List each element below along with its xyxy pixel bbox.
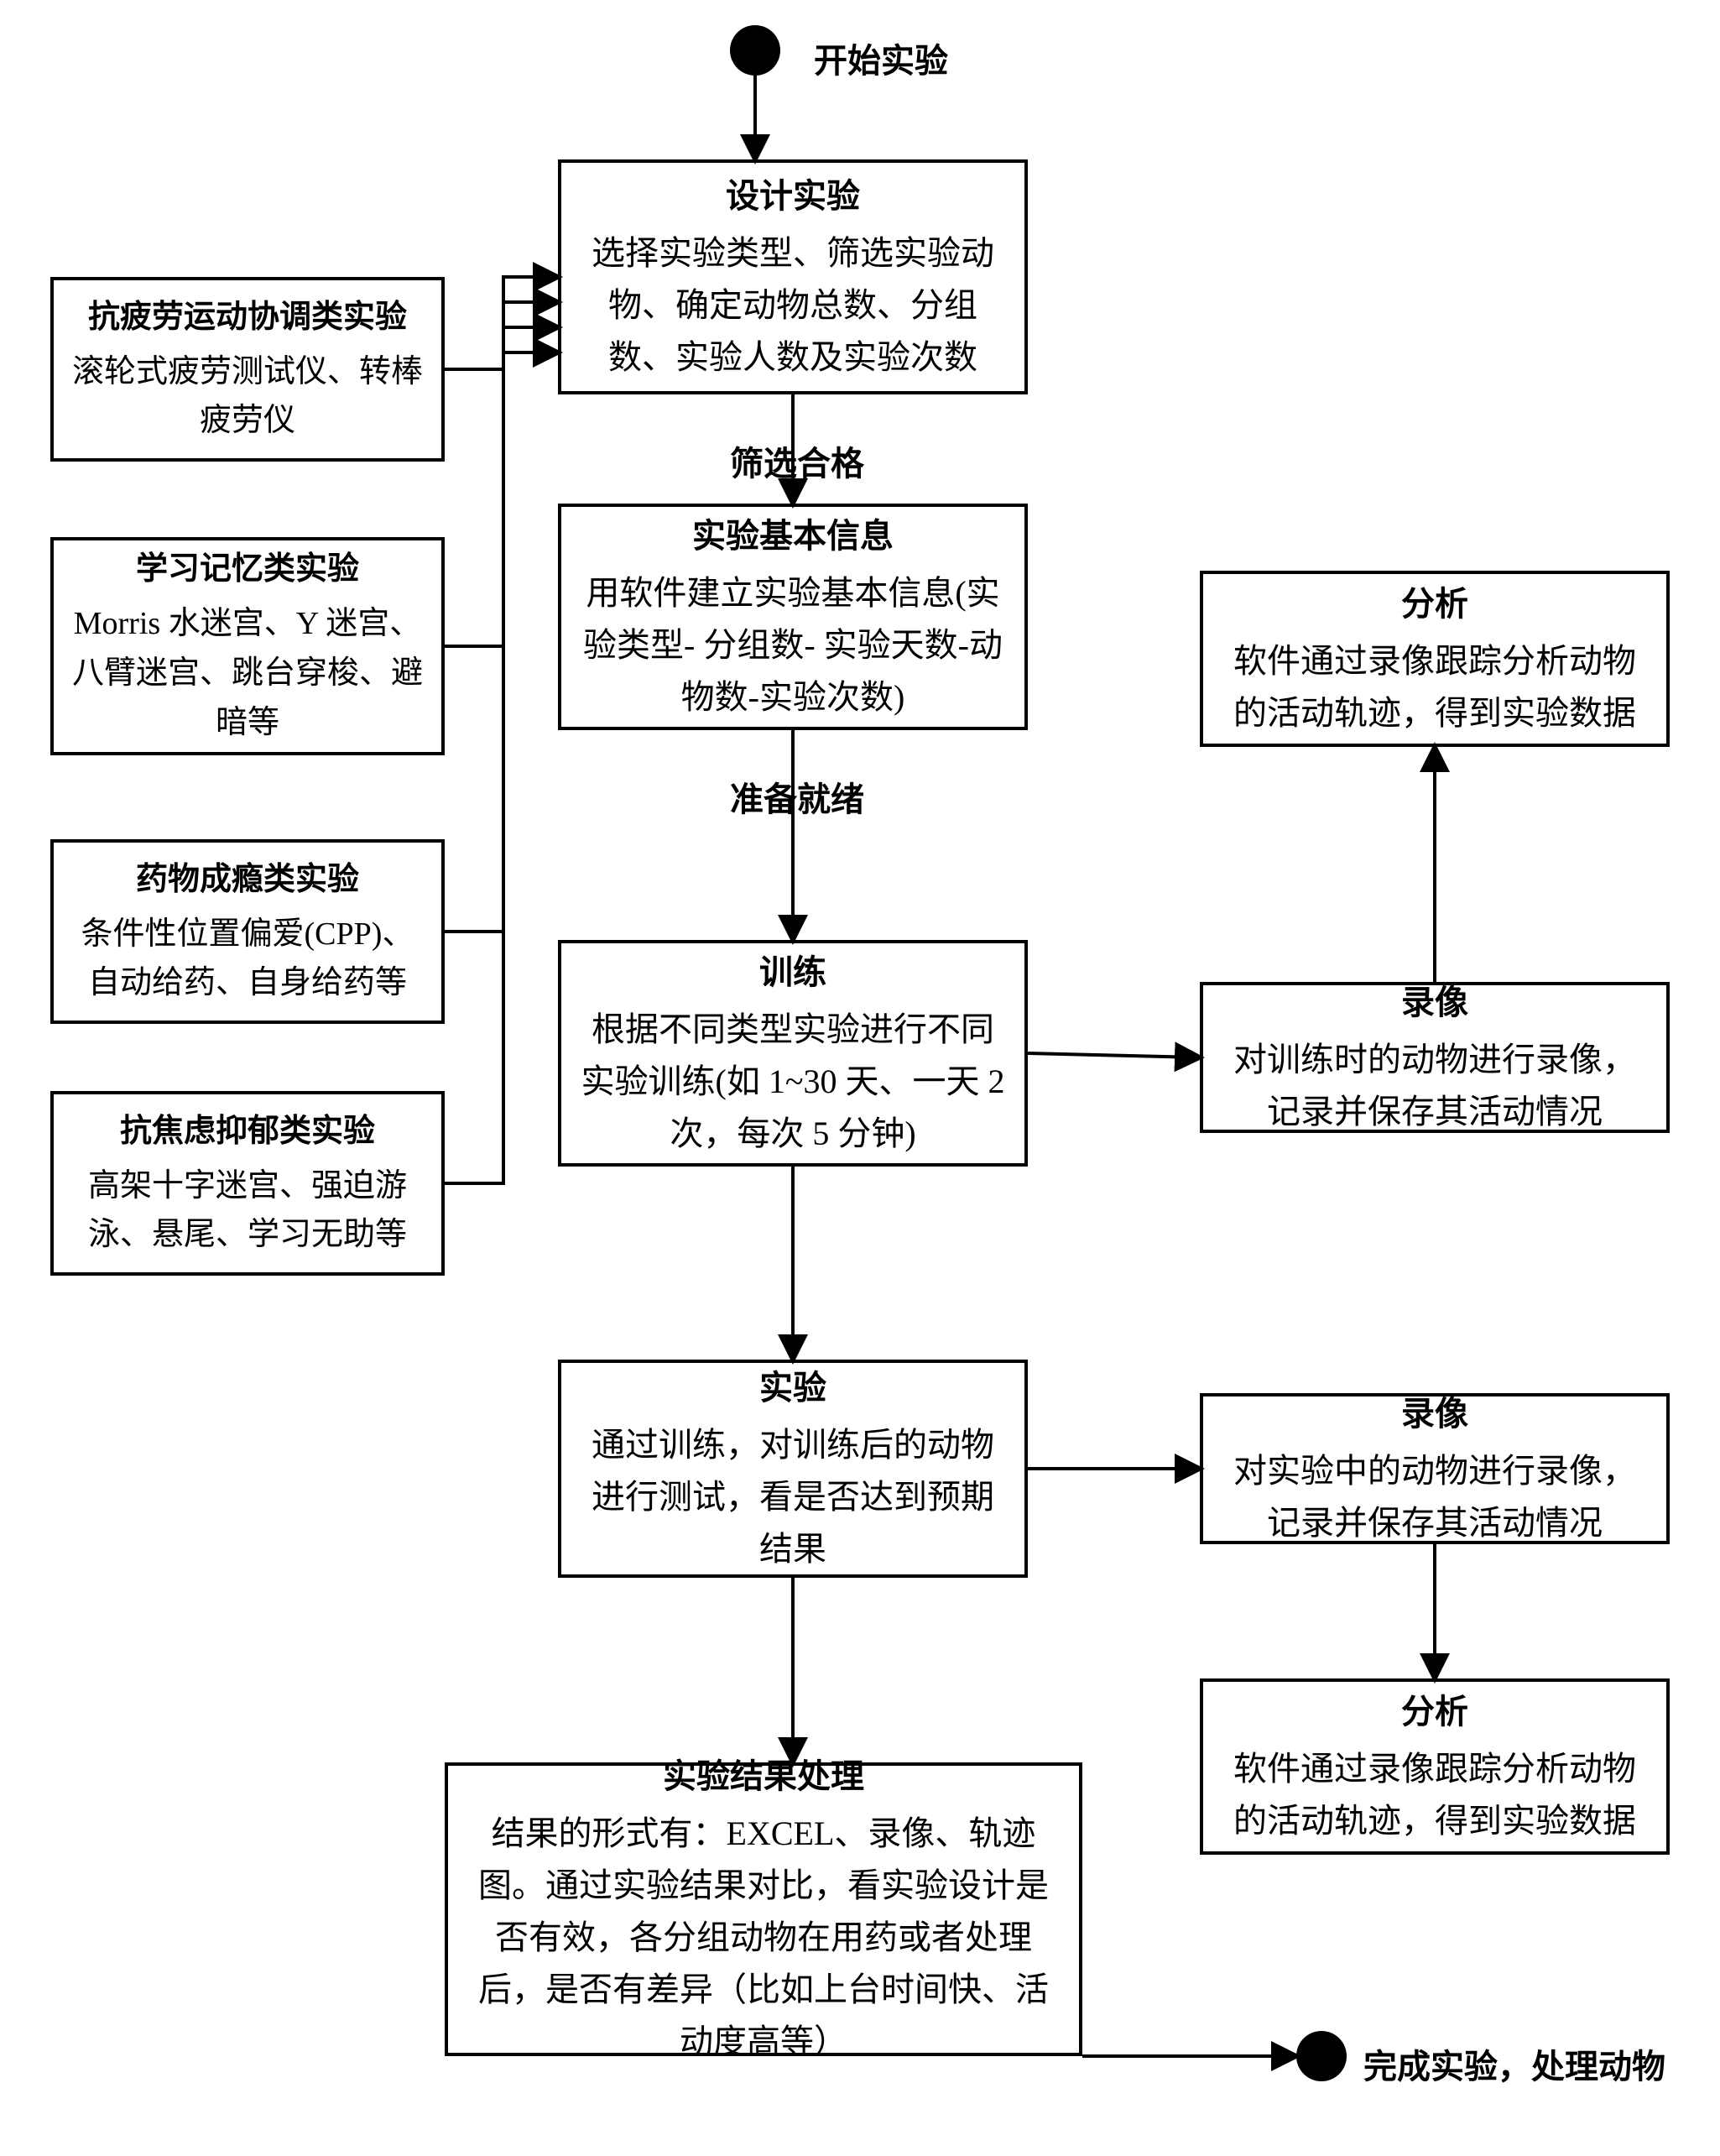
node-analysis2-body: 软件通过录像跟踪分析动物的活动轨迹，得到实验数据 xyxy=(1220,1743,1650,1847)
node-basic-body: 用软件建立实验基本信息(实验类型- 分组数- 实验天数-动物数-实验次数) xyxy=(578,567,1008,723)
edge-anxiety-design xyxy=(445,352,558,1183)
node-result-body: 结果的形式有：EXCEL、录像、轨迹图。通过实验结果对比，看实验设计是否有效，各… xyxy=(465,1808,1062,2068)
node-record2: 录像 对实验中的动物进行录像，记录并保存其活动情况 xyxy=(1200,1393,1670,1544)
node-training-title: 训练 xyxy=(759,947,826,999)
node-anxiety: 抗焦虑抑郁类实验 高架十字迷宫、强迫游泳、悬尾、学习无助等 xyxy=(50,1091,445,1276)
node-result: 实验结果处理 结果的形式有：EXCEL、录像、轨迹图。通过实验结果对比，看实验设… xyxy=(445,1762,1082,2056)
node-training: 训练 根据不同类型实验进行不同实验训练(如 1~30 天、一天 2次，每次 5 … xyxy=(558,940,1028,1167)
node-result-title: 实验结果处理 xyxy=(663,1751,864,1803)
edge-label-screen-ok: 筛选合格 xyxy=(730,436,864,485)
edge-label-ready: 准备就绪 xyxy=(730,772,864,821)
edge-training-record1 xyxy=(1028,1053,1200,1057)
start-dot xyxy=(730,25,780,76)
start-label: 开始实验 xyxy=(814,34,948,82)
node-addiction: 药物成瘾类实验 条件性位置偏爱(CPP)、自动给药、自身给药等 xyxy=(50,839,445,1024)
node-anxiety-body: 高架十字迷宫、强迫游泳、悬尾、学习无助等 xyxy=(70,1162,425,1261)
node-record1: 录像 对训练时的动物进行录像，记录并保存其活动情况 xyxy=(1200,982,1670,1133)
node-analysis1-title: 分析 xyxy=(1401,578,1468,630)
node-analysis2: 分析 软件通过录像跟踪分析动物的活动轨迹，得到实验数据 xyxy=(1200,1678,1670,1855)
node-anxiety-title: 抗焦虑抑郁类实验 xyxy=(120,1107,375,1156)
end-label: 完成实验，处理动物 xyxy=(1363,2039,1665,2088)
node-learning-title: 学习记忆类实验 xyxy=(136,545,359,594)
node-design-title: 设计实验 xyxy=(726,170,860,222)
node-basic-info: 实验基本信息 用软件建立实验基本信息(实验类型- 分组数- 实验天数-动物数-实… xyxy=(558,504,1028,730)
node-analysis1: 分析 软件通过录像跟踪分析动物的活动轨迹，得到实验数据 xyxy=(1200,571,1670,747)
node-training-body: 根据不同类型实验进行不同实验训练(如 1~30 天、一天 2次，每次 5 分钟) xyxy=(578,1004,1008,1160)
edge-addiction-design xyxy=(445,327,558,932)
node-fatigue-body: 滚轮式疲劳测试仪、转棒疲劳仪 xyxy=(70,347,425,446)
edge-fatigue-design xyxy=(445,277,558,369)
node-addiction-body: 条件性位置偏爱(CPP)、自动给药、自身给药等 xyxy=(70,910,425,1009)
end-dot xyxy=(1296,2031,1347,2081)
node-design-body: 选择实验类型、筛选实验动物、确定动物总数、分组数、实验人数及实验次数 xyxy=(578,227,1008,384)
node-record1-title: 录像 xyxy=(1401,977,1468,1029)
node-basic-title: 实验基本信息 xyxy=(692,510,894,562)
node-record2-title: 录像 xyxy=(1401,1388,1468,1440)
node-record1-body: 对训练时的动物进行录像，记录并保存其活动情况 xyxy=(1220,1034,1650,1138)
node-learning-body: Morris 水迷宫、Y 迷宫、八臂迷宫、跳台穿梭、避暗等 xyxy=(70,599,425,748)
node-record2-body: 对实验中的动物进行录像，记录并保存其活动情况 xyxy=(1220,1445,1650,1549)
node-fatigue-title: 抗疲劳运动协调类实验 xyxy=(88,293,407,342)
edge-learning-design xyxy=(445,302,558,646)
node-analysis1-body: 软件通过录像跟踪分析动物的活动轨迹，得到实验数据 xyxy=(1220,635,1650,739)
node-analysis2-title: 分析 xyxy=(1401,1686,1468,1738)
node-experiment-title: 实验 xyxy=(759,1362,826,1414)
node-design: 设计实验 选择实验类型、筛选实验动物、确定动物总数、分组数、实验人数及实验次数 xyxy=(558,159,1028,394)
node-experiment-body: 通过训练，对训练后的动物进行测试，看是否达到预期结果 xyxy=(578,1419,1008,1575)
node-experiment: 实验 通过训练，对训练后的动物进行测试，看是否达到预期结果 xyxy=(558,1360,1028,1578)
node-addiction-title: 药物成瘾类实验 xyxy=(136,855,359,905)
node-learning: 学习记忆类实验 Morris 水迷宫、Y 迷宫、八臂迷宫、跳台穿梭、避暗等 xyxy=(50,537,445,755)
node-fatigue: 抗疲劳运动协调类实验 滚轮式疲劳测试仪、转棒疲劳仪 xyxy=(50,277,445,462)
